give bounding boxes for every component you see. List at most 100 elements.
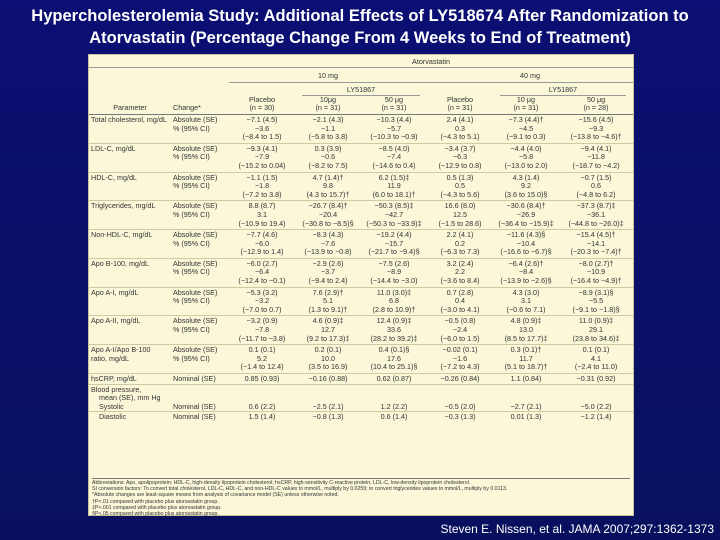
nominal-value-cell: 0.62 (0.87)	[361, 373, 427, 385]
absolute-value-cell: −15.6 (4.5)	[559, 113, 634, 125]
ci-value-cell: 4.1 (−2.4 to 11.0)	[559, 354, 633, 374]
confidence-interval: (−3.6 to 8.4)	[440, 276, 480, 286]
confidence-interval: (−7.0 to 0.7)	[242, 304, 282, 314]
confidence-interval: (−9.1 to 0.3)	[506, 132, 546, 142]
column-header-group: 10 μg	[516, 94, 536, 104]
absolute-value-cell: 0.1 (0.1)	[559, 344, 634, 355]
percent-change: 11.9	[387, 181, 401, 191]
parameter-label: Triglycerides, mg/dL	[89, 200, 171, 230]
absolute-value-cell: −9.4 (4.1)	[559, 142, 634, 154]
change-type-label: Absolute (SE)	[171, 200, 229, 211]
parameter-label: Total cholesterol, mg/dL	[89, 113, 171, 144]
table-row: Blood pressure, mean (SE), mm Hg	[89, 383, 634, 403]
confidence-interval: (−8.4 to 1.5)	[242, 132, 282, 142]
percent-change: 0.5	[455, 181, 465, 191]
nominal-value-cell: 0.01 (1.3)	[493, 411, 559, 422]
column-header-n: (n = 30)	[249, 103, 275, 113]
percent-change: −6.0	[254, 238, 270, 248]
parameter-name: Apo B-100, mg/dL	[91, 258, 149, 268]
table-row: % (95% CI) −1.8 (−7.2 to 3.8) 9.8 (4.3 to 15…	[89, 181, 633, 201]
ci-value-cell: 5.1 (1.3 to 9.1)†	[295, 297, 361, 316]
table-row: % (95% CI) −7.9 (−15.2 to 0.04) −0.6 (−8.2 t…	[89, 153, 633, 172]
change-type-label: % (95% CI)	[173, 296, 210, 306]
table-row: % (95% CI) 5.2 (−1.4 to 12.4) 10.0 (3.5 to 1…	[89, 353, 633, 374]
percent-change: 10.0	[321, 353, 335, 363]
absolute-value-cell: −2.1 (4.3)	[295, 113, 361, 125]
confidence-interval: (9.2 to 17.3)‡	[306, 333, 350, 343]
footnote: §P<.05 compared with placebo plus atorva…	[92, 511, 219, 518]
confidence-interval: (−1.5 to 28.6)	[438, 218, 482, 228]
percent-change: 11.7	[519, 353, 533, 363]
percent-change: −10.9	[586, 267, 606, 277]
absolute-value-cell: −30.6 (8.4)†	[493, 200, 559, 211]
table-row: % (95% CI) −6.0 (−12.9 to 1.4) −7.6 (−13.9 t…	[89, 238, 633, 259]
percent-change: 0.3	[455, 123, 465, 133]
ci-value-cell: −9.3 (−13.8 to −4.6)†	[559, 124, 633, 144]
absolute-value-cell: 0.2 (0.1)	[295, 344, 361, 355]
ci-value-cell: −1.6 (−7.2 to 4.3)	[427, 354, 493, 374]
absolute-value-cell: −8.5 (4.0)	[361, 142, 427, 154]
percent-change: −7.4	[386, 152, 402, 162]
absolute-value-cell: 4.8 (0.9)‡	[493, 315, 559, 327]
ci-value-cell: 13.0 (8.5 to 17.7)‡	[493, 325, 559, 345]
confidence-interval: (−3.0 to 4.1)	[440, 304, 480, 314]
percent-change: −7.6	[320, 238, 336, 248]
confidence-interval: (−16.6 to −6.7)§	[500, 247, 552, 257]
percent-change: 0.4	[455, 296, 465, 306]
confidence-interval: (−4.3 to 5.1)	[440, 132, 480, 142]
percent-change: −20.4	[318, 209, 338, 219]
absolute-value-cell: 4.3 (1.4)	[493, 171, 559, 183]
nominal-value-cell: 1.1 (0.84)	[493, 373, 559, 385]
change-type-label: % (95% CI)	[173, 152, 210, 162]
ci-value-cell: −0.6 (−8.2 to 7.5)	[295, 153, 361, 172]
ci-value-cell: −1.8 (−7.2 to 3.8)	[229, 182, 295, 201]
change-type-label: Absolute (SE)	[171, 344, 229, 355]
absolute-value-cell: −6.4 (2.6)†	[493, 257, 559, 269]
parameter-name: Apo A-II, mg/dL	[91, 316, 141, 326]
confidence-interval: (−12.9 to 1.4)	[240, 247, 284, 257]
ci-value-cell: 33.6 (28.2 to 39.2)‡	[361, 325, 427, 345]
change-type-label: Absolute (SE)	[171, 142, 229, 154]
confidence-interval: (−20.3 to −7.4)†	[570, 247, 622, 257]
confidence-interval: (−6.3 to 7.3)	[440, 247, 480, 257]
parameter-label: Apo B-100, mg/dL	[89, 257, 171, 288]
percent-change: −2.4	[452, 325, 468, 335]
change-type-label: Nominal (SE)	[171, 373, 229, 385]
confidence-interval: (6.0 to 18.1)†	[372, 189, 416, 199]
percent-change: −6.3	[452, 152, 468, 162]
absolute-value-cell: −37.3 (8.7)‡	[559, 200, 634, 211]
ci-value-cell: −8.4 (−13.9 to −2.6)§	[493, 268, 559, 287]
column-header-group: Placebo	[249, 94, 275, 104]
absolute-value-cell: −4.4 (4.0)	[493, 142, 559, 154]
parameter-label: Diastolic	[89, 411, 171, 422]
column-header-group: 10μg	[319, 94, 337, 104]
change-type-label: % (95% CI)	[173, 181, 210, 191]
ci-value-cell: −10.4 (−16.6 to −6.7)§	[493, 239, 559, 259]
footnote: *Absolute changes are least-square means…	[92, 492, 339, 499]
parameter-name: Apo A-I, mg/dL	[91, 287, 139, 297]
absolute-value-cell: −7.3 (4.4)†	[493, 113, 559, 125]
nominal-value-cell: 0.6 (2.2)	[248, 401, 276, 411]
ci-value-cell: 11.9 (6.0 to 18.1)†	[361, 182, 427, 201]
percent-change: 6.8	[389, 296, 399, 306]
ci-value-cell: −6.0 (−12.9 to 1.4)	[229, 238, 295, 259]
confidence-interval: (2.8 to 10.9)†	[372, 304, 416, 314]
confidence-interval: (−30.8 to −8.5)§	[302, 218, 354, 228]
absolute-value-cell: −26.7 (8.4)†	[295, 200, 361, 211]
percent-change: −4.5	[518, 123, 534, 133]
table-row: Systolic Nominal (SE) 0.6 (2.2) −2.5 (2.1) 1…	[89, 401, 633, 412]
ci-value-cell: 0.5 (−4.3 to 5.6)	[427, 182, 493, 201]
parameter-label: Systolic	[99, 401, 124, 411]
change-type-label: % (95% CI)	[173, 353, 210, 363]
table-row: % (95% CI) −3.2 (−7.0 to 0.7) 5.1 (1.3 to 9.…	[89, 297, 633, 316]
atorvastatin-header: Atorvastatin	[229, 55, 634, 68]
absolute-value-cell: 0.1 (0.1)	[229, 344, 295, 355]
ci-value-cell: −4.5 (−9.1 to 0.3)	[493, 123, 559, 144]
nominal-value-cell: −0.16 (0.88)	[295, 373, 361, 385]
nominal-value-cell: −5.0 (2.2)	[580, 401, 612, 411]
column-header: Placebo (n = 31)	[427, 95, 493, 115]
parameter-header: Parameter	[89, 95, 171, 115]
confidence-interval: (−13.8 to −4.6)†	[570, 132, 622, 142]
nominal-value-cell: −1.2 (1.4)	[559, 411, 634, 422]
ci-value-cell: −3.7 (−9.4 to 2.4)	[295, 268, 361, 287]
